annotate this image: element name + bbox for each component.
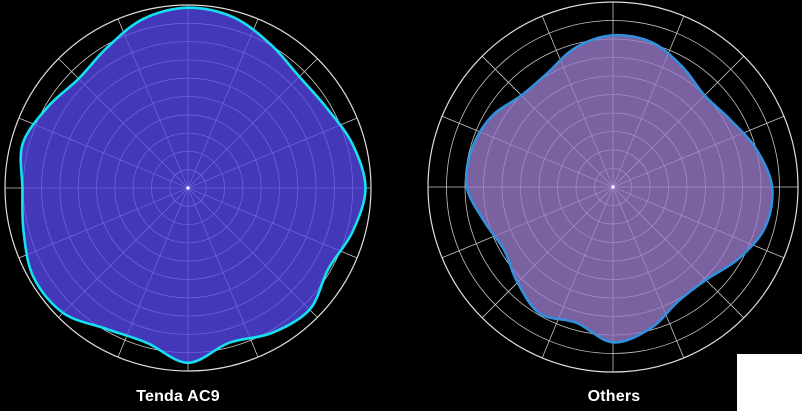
chart-label-tenda: Tenda AC9 — [136, 388, 220, 405]
polar-chart-tenda — [4, 4, 372, 372]
polar-chart-others — [427, 1, 799, 373]
corner-patch — [737, 354, 802, 411]
chart-label-others: Others — [587, 388, 641, 405]
